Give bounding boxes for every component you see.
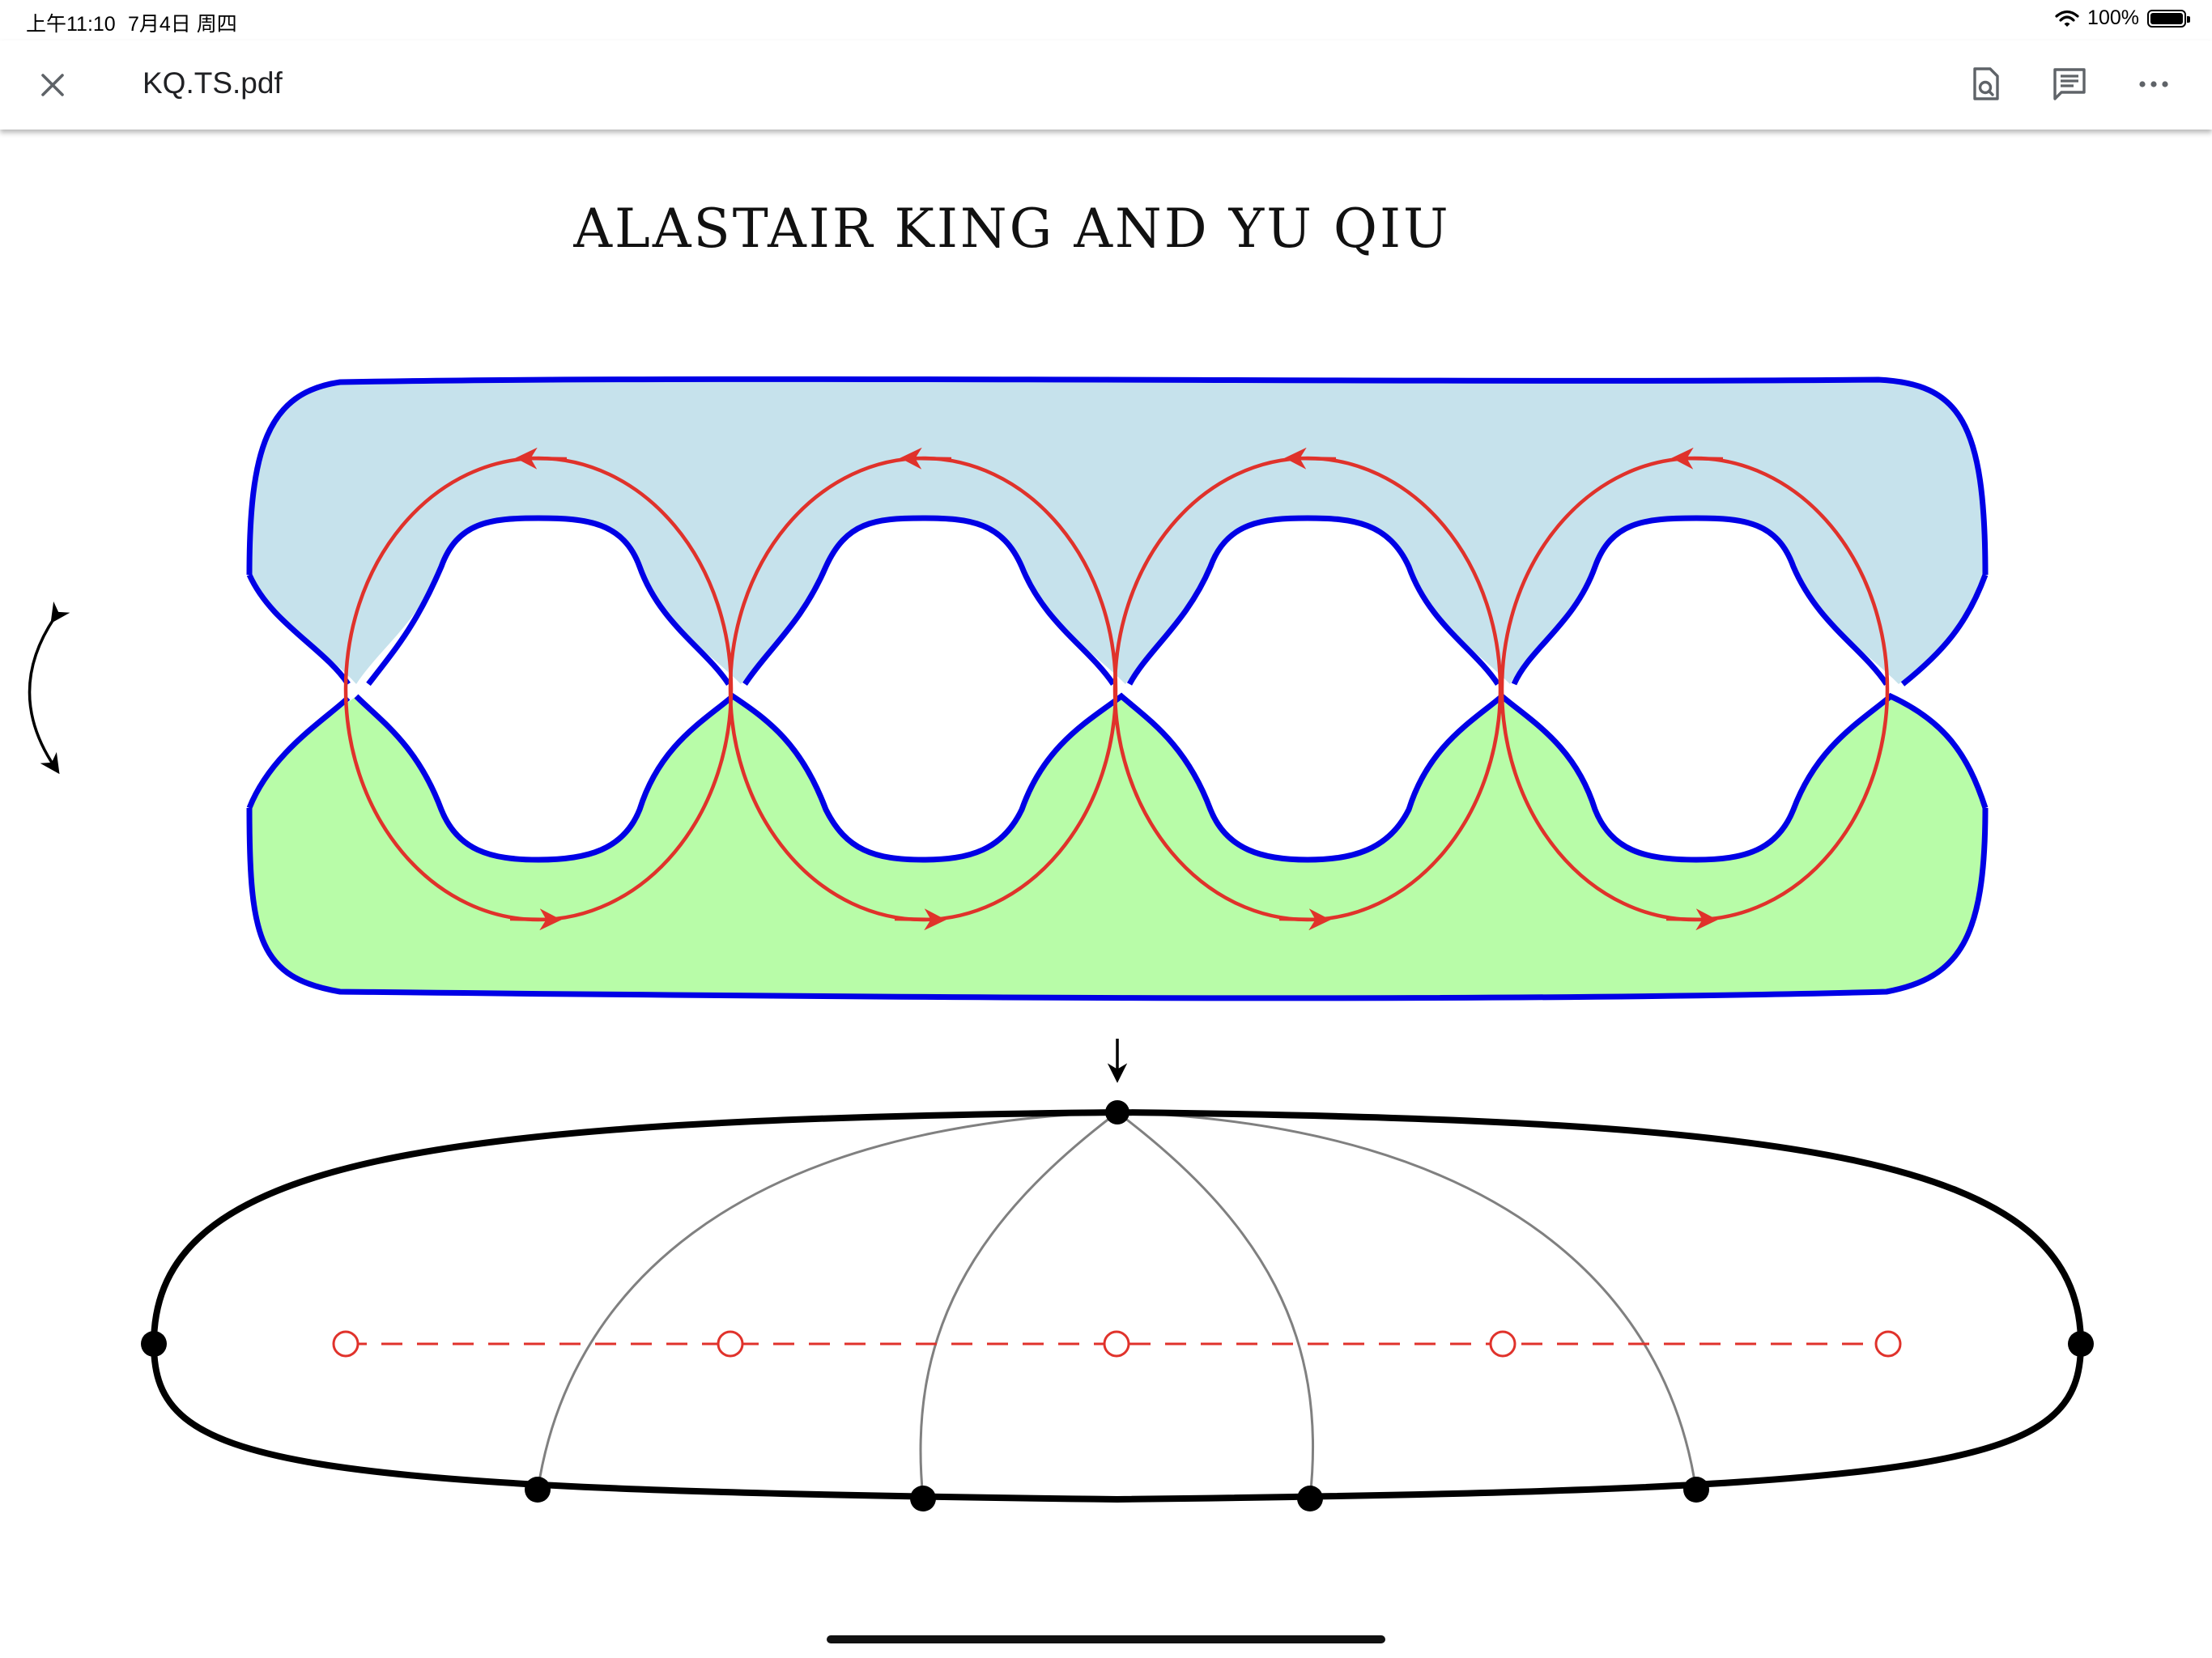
wifi-icon [2055,10,2079,27]
black-vertex-bottom-3 [1297,1486,1323,1511]
quotient-graph [141,1100,2094,1511]
find-in-page-icon [1973,67,1999,100]
comment-button[interactable] [2047,62,2092,107]
red-arrow-bottom-2 [894,908,946,931]
top-sheet-boundary [246,376,1989,576]
top-sheet-fill [249,379,1985,684]
black-vertex-bottom-1 [525,1477,551,1503]
red-cycles [343,447,1890,931]
red-arrow-top-1 [515,447,568,470]
red-arrow-bottom-4 [1665,908,1718,931]
bottom-sheet-edge [246,692,1989,863]
top-sheet-edge [246,515,1989,687]
black-vertex-right [2068,1331,2094,1357]
black-vertex-bottom-2 [910,1486,936,1511]
status-date: 7月4日 周四 [128,13,237,36]
graph-arc-4 [1117,1111,1698,1492]
black-vertex-left [141,1331,167,1357]
red-arrow-top-2 [900,447,952,470]
red-open-vertex-2 [717,1330,744,1358]
black-vertex-bottom-4 [1683,1477,1709,1503]
status-indicators: 100% [2055,6,2190,30]
bottom-sheet [246,692,1989,1001]
pdf-page[interactable]: ALASTAIR KING AND YU QIU [0,130,2212,1658]
red-open-vertex-5 [1874,1330,1902,1358]
graph-arc-3 [1117,1111,1315,1499]
home-indicator[interactable] [827,1635,1385,1643]
document-title: KQ.TS.pdf [143,66,283,100]
outer-boundary [150,1108,2085,1503]
more-icon [2139,81,2168,87]
red-open-vertex-4 [1489,1330,1516,1358]
status-time: 上午11:10 [26,13,116,36]
close-button[interactable] [31,63,74,107]
bottom-sheet-fill [249,696,1985,998]
graph-arc-1 [536,1111,1118,1492]
red-arrow-top-3 [1284,447,1337,470]
red-open-vertex-1 [332,1330,359,1358]
find-in-page-button[interactable] [1963,62,2008,107]
top-app-bar: KQ.TS.pdf [0,40,2212,130]
battery-percent: 100% [2087,6,2139,29]
graph-arc-2 [919,1111,1118,1499]
red-arrow-bottom-1 [509,908,562,931]
bottom-sheet-boundary [246,807,1989,1001]
top-sheet [246,376,1989,687]
paper-author-line: ALASTAIR KING AND YU QIU [573,198,1451,260]
red-arrow-top-4 [1671,447,1724,470]
comment-icon [2053,68,2086,100]
black-vertex-top [1105,1100,1129,1124]
close-icon [41,74,64,96]
red-open-vertex-3 [1103,1330,1130,1358]
flip-arrow [28,601,70,775]
red-arrow-bottom-3 [1278,908,1331,931]
battery-icon [2147,9,2190,28]
status-bar: 上午11:10 7月4日 周四 100% [0,0,2212,40]
more-options-button[interactable] [2131,62,2176,107]
